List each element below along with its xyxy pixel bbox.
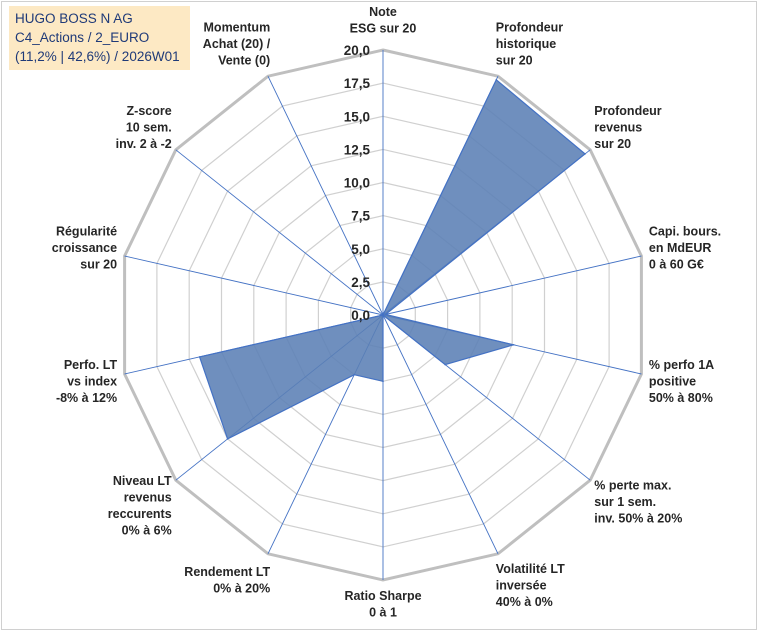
- axis-spoke-6: [382, 314, 499, 554]
- axis-label-11: Régularité croissance sur 20: [52, 224, 117, 271]
- series-layer: [198, 78, 586, 440]
- axis-label-12-line-0: Z-score: [127, 104, 172, 118]
- axis-label-9: Niveau LT revenus reccurents 0% à 6%: [108, 474, 172, 538]
- title-line-3: (11,2% | 42,6%) / 2026W01: [15, 49, 180, 64]
- tick-label-0: 0,0: [351, 308, 370, 323]
- axis-label-7-line-0: Ratio Sharpe: [344, 589, 421, 603]
- axis-label-11-line-1: croissance: [52, 241, 117, 255]
- axis-label-1-line-0: Profondeur: [496, 21, 563, 35]
- axis-label-0-line-0: Note: [369, 5, 397, 19]
- axis-label-5-line-2: inv. 50% à 20%: [594, 512, 682, 526]
- axis-label-0-line-1: ESG sur 20: [350, 22, 417, 36]
- axis-label-4-line-0: % perfo 1A: [649, 358, 714, 372]
- axis-label-3: Capi. bours. en MdEUR 0 à 60 G€: [649, 224, 721, 271]
- axis-label-13-line-0: Momentum: [204, 21, 271, 35]
- axis-label-1-line-2: sur 20: [496, 54, 533, 68]
- axis-label-8: Rendement LT 0% à 20%: [184, 565, 270, 596]
- axis-label-7-line-1: 0 à 1: [369, 606, 397, 620]
- axis-label-6-line-1: inversée: [496, 578, 547, 592]
- axis-label-1-line-1: historique: [496, 37, 556, 51]
- axis-spoke-11: [124, 255, 384, 316]
- axis-label-8-line-0: Rendement LT: [184, 565, 270, 579]
- axis-label-2-line-2: sur 20: [594, 137, 631, 151]
- tick-label-3: 7,5: [351, 209, 370, 224]
- axis-label-2-line-0: Profondeur: [594, 104, 661, 118]
- axis-label-4-line-1: positive: [649, 375, 696, 389]
- title-line-2: C4_Actions / 2_EURO: [15, 30, 150, 45]
- tick-layer: 0,0 2,5 5,0 7,5 10,0 12,5 15,0 17,5 20,0: [344, 43, 371, 323]
- axis-label-10-line-2: -8% à 12%: [56, 391, 117, 405]
- tick-label-8: 20,0: [344, 43, 370, 58]
- data-point-1: [495, 79, 498, 81]
- axis-label-8-line-1: 0% à 20%: [213, 581, 270, 595]
- axis-label-12: Z-score 10 sem. inv. 2 à -2: [116, 104, 172, 151]
- axis-label-11-line-0: Régularité: [56, 224, 117, 238]
- axis-label-3-line-1: en MdEUR: [649, 241, 712, 255]
- axis-label-13: Momentum Achat (20) / Vente (0): [203, 21, 271, 68]
- axis-label-2-line-1: revenus: [594, 121, 642, 135]
- axis-label-4: % perfo 1A positive 50% à 80%: [649, 358, 714, 405]
- data-point-4: [512, 344, 515, 346]
- axis-spoke-12: [175, 149, 384, 316]
- axis-label-9-line-3: 0% à 6%: [122, 523, 172, 537]
- axis-label-11-line-2: sur 20: [80, 257, 117, 271]
- axis-label-13-line-1: Achat (20) /: [203, 37, 271, 51]
- data-point-5: [444, 363, 447, 366]
- axis-label-4-line-2: 50% à 80%: [649, 391, 713, 405]
- axis-spoke-3: [382, 255, 642, 316]
- axis-label-5-line-0: % perte max.: [594, 479, 671, 493]
- data-point-7: [382, 380, 384, 383]
- data-point-8: [353, 373, 356, 376]
- axis-label-3-line-0: Capi. bours.: [649, 224, 721, 238]
- axis-label-9-line-2: reccurents: [108, 507, 172, 521]
- axis-label-6: Volatilité LT inversée 40% à 0%: [496, 562, 565, 609]
- chart-title-box: HUGO BOSS N AG C4_Actions / 2_EURO (11,2…: [9, 6, 190, 70]
- series-area: [198, 78, 586, 440]
- tick-label-6: 15,0: [344, 109, 370, 124]
- tick-label-5: 12,5: [344, 142, 371, 157]
- axis-label-12-line-1: 10 sem.: [126, 121, 172, 135]
- data-point-10: [198, 356, 201, 358]
- axis-label-12-line-2: inv. 2 à -2: [116, 137, 172, 151]
- axis-label-9-line-0: Niveau LT: [113, 474, 172, 488]
- axis-label-2: Profondeur revenus sur 20: [594, 104, 661, 151]
- axis-label-10-line-1: vs index: [67, 375, 117, 389]
- axis-label-6-line-0: Volatilité LT: [496, 562, 565, 576]
- axis-label-13-line-2: Vente (0): [218, 54, 270, 68]
- axis-label-10: Perfo. LT vs index -8% à 12%: [56, 358, 118, 405]
- label-layer: Note ESG sur 20 Profondeur historique sur 20…: [52, 5, 721, 620]
- data-point-2: [584, 153, 586, 155]
- axis-label-6-line-2: 40% à 0%: [496, 595, 553, 609]
- axis-label-5: % perte max. sur 1 sem. inv. 50% à 20%: [594, 479, 682, 526]
- axis-label-1: Profondeur historique sur 20: [496, 21, 563, 68]
- axis-spoke-13: [267, 76, 384, 316]
- axis-label-0: Note ESG sur 20: [350, 5, 417, 36]
- axis-label-9-line-1: revenus: [124, 490, 172, 504]
- data-point-3: [384, 313, 387, 316]
- tick-label-2: 5,0: [351, 242, 370, 257]
- axis-label-3-line-2: 0 à 60 G€: [649, 257, 704, 271]
- tick-label-1: 2,5: [351, 275, 370, 290]
- axis-label-5-line-1: sur 1 sem.: [594, 495, 656, 509]
- title-line-1: HUGO BOSS N AG: [15, 11, 133, 26]
- tick-label-4: 10,0: [344, 176, 370, 191]
- axis-label-10-line-0: Perfo. LT: [64, 358, 118, 372]
- data-point-9: [226, 438, 229, 440]
- tick-label-7: 17,5: [344, 76, 371, 91]
- data-point-13: [382, 314, 384, 316]
- axis-label-7: Ratio Sharpe 0 à 1: [344, 589, 421, 620]
